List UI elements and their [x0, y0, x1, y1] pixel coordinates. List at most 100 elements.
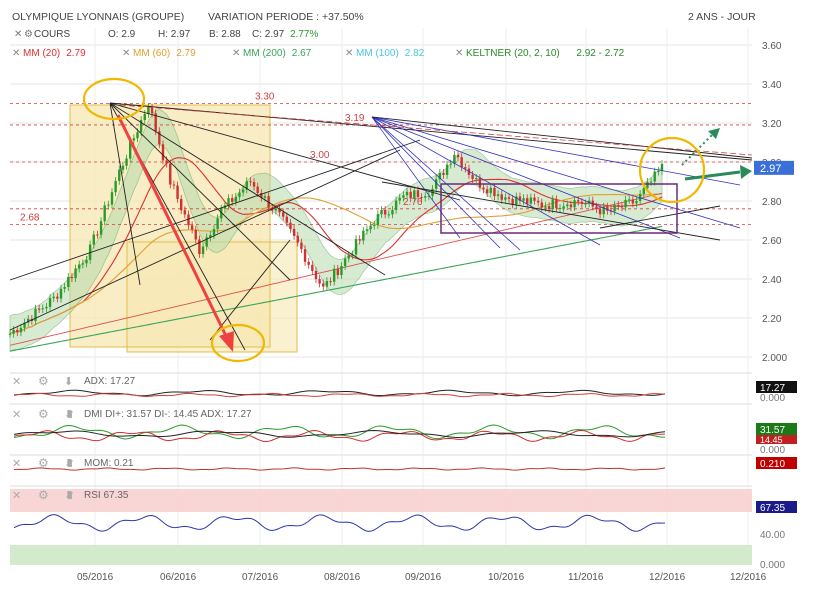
candle-body [129, 140, 132, 159]
candle-body [635, 201, 638, 204]
candle-body [216, 218, 219, 230]
rsi-badge [756, 501, 797, 513]
candle-body [507, 197, 511, 199]
candle-body [526, 198, 529, 204]
candle-body [81, 263, 85, 265]
candle-body [45, 306, 48, 309]
candle-body [172, 184, 176, 186]
candle-body [52, 296, 55, 299]
remove-indicator-icon[interactable]: ✕ [232, 48, 240, 59]
candle-body [413, 190, 416, 199]
remove-indicator-icon[interactable]: ✕ [345, 48, 353, 59]
mom-badge-value: 0.210 [760, 459, 785, 470]
remove-panel-icon[interactable]: ✕ [12, 458, 21, 470]
mm20-line [9, 157, 663, 335]
move-up-icon[interactable]: ⬆ [66, 490, 75, 502]
level-label: 2.68 [20, 212, 40, 223]
candle-body [475, 178, 478, 180]
candle-body [504, 197, 507, 200]
gear-icon[interactable]: ⚙ [38, 456, 49, 470]
candle-body [424, 196, 427, 198]
indicator-label: MM (100) [356, 48, 399, 59]
remove-panel-icon[interactable]: ✕ [12, 490, 21, 502]
mom-badge [756, 457, 797, 469]
candle-body [205, 237, 208, 247]
move-up-icon[interactable]: ⬆ [66, 409, 75, 421]
candle-body [617, 205, 620, 207]
trend-line [381, 181, 721, 241]
candle-body [438, 172, 442, 180]
adx-line [13, 389, 666, 397]
gear-icon[interactable]: ⚙ [38, 407, 49, 421]
remove-indicator-icon[interactable]: ✕ [122, 48, 130, 59]
candle-body [107, 204, 110, 206]
move-down-icon[interactable]: ⬇ [64, 409, 73, 421]
candle-body [485, 189, 489, 194]
candle-body [74, 268, 77, 279]
trend-line [9, 149, 401, 331]
indicator-value: 2.67 [292, 48, 312, 59]
move-down-icon[interactable]: ⬇ [64, 376, 73, 388]
candle-body [12, 329, 15, 334]
trend-line [109, 102, 753, 161]
move-down-icon[interactable]: ⬇ [64, 458, 73, 470]
down-arrowhead [219, 331, 234, 352]
time-tick-label: 08/2016 [324, 572, 361, 583]
candle-body [143, 114, 146, 121]
candle-body [624, 199, 627, 208]
candle-body [325, 281, 329, 287]
candle-body [70, 276, 74, 279]
candle-body [606, 206, 609, 211]
consolidation-box [440, 183, 678, 234]
candle-body [536, 200, 540, 203]
candle-body [307, 261, 310, 265]
remove-panel-icon[interactable]: ✕ [12, 409, 21, 421]
candle-body [34, 308, 37, 321]
level-label: 3.30 [255, 92, 275, 103]
di-plus-badge-value: 31.57 [760, 425, 785, 436]
candle-body [376, 214, 380, 225]
candle-body [158, 131, 161, 145]
candle-body [59, 288, 63, 299]
highlight-zone-border [69, 104, 271, 348]
candle-body [409, 191, 412, 199]
candle-body [562, 206, 565, 208]
candle-body [573, 200, 576, 208]
time-tick-label: 09/2016 [405, 572, 442, 583]
move-down-icon[interactable]: ⬇ [64, 490, 73, 502]
di-plus-line [13, 424, 666, 440]
remove-indicator-icon[interactable]: ✕ [12, 48, 20, 59]
candle-body [67, 276, 70, 287]
candle-body [296, 235, 299, 243]
time-tick-label: 12/2016 [730, 572, 767, 583]
gear-icon[interactable]: ⚙ [38, 488, 49, 502]
candle-body [580, 201, 584, 204]
low-value: B: 2.88 [209, 29, 241, 40]
level-label: 3.19 [345, 113, 365, 124]
fan-line [371, 116, 741, 229]
time-tick-label: 12/2016 [649, 572, 686, 583]
candle-body [136, 132, 139, 139]
candle-body [383, 210, 387, 215]
price-axis-bg [752, 28, 813, 373]
remove-indicator-icon[interactable]: ✕ [455, 48, 463, 59]
indicator-value: 2.79 [176, 48, 196, 59]
di-minus-badge [756, 435, 797, 444]
candle-body [496, 194, 500, 197]
remove-panel-icon[interactable]: ✕ [12, 376, 21, 388]
trend-line [9, 139, 421, 281]
candle-body [460, 157, 463, 168]
candle-body [110, 192, 114, 205]
candle-body [657, 171, 660, 173]
candle-body [434, 179, 438, 189]
candle-body [23, 322, 26, 328]
move-up-icon[interactable]: ⬆ [66, 458, 75, 470]
gear-icon[interactable]: ⚙ [38, 374, 49, 388]
mom-line [13, 467, 666, 471]
breakout-arrow [684, 170, 741, 181]
candle-body [340, 266, 343, 276]
trend-line [109, 102, 141, 286]
trend-line-dashdot [119, 104, 753, 156]
candle-body [471, 174, 474, 180]
candle-body [653, 171, 656, 182]
